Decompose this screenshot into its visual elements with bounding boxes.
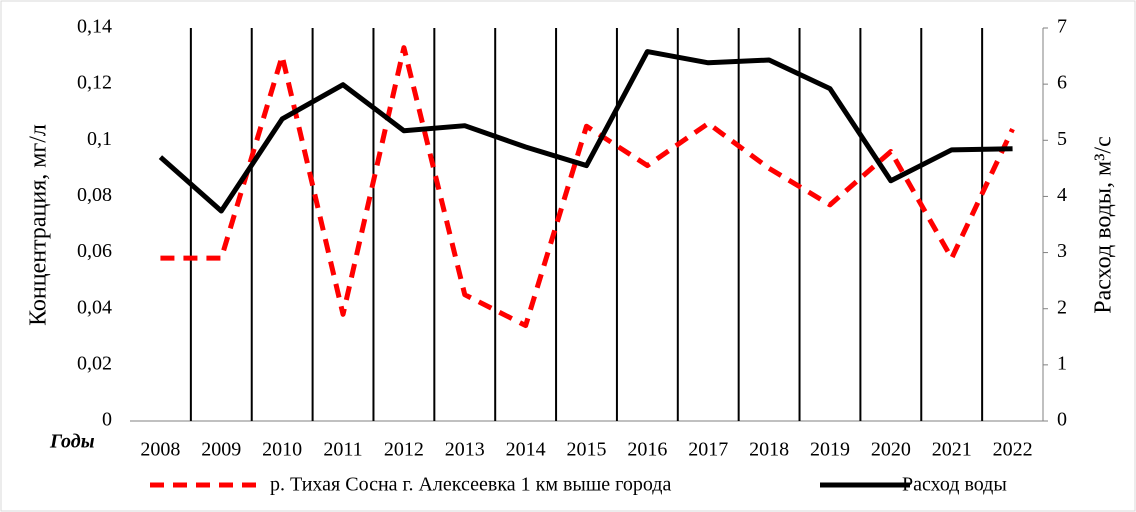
x-axis-label: Годы: [49, 431, 95, 453]
y-axis-label: Концентрация, мг/л: [26, 124, 52, 326]
x-tick-label: 2021: [932, 439, 972, 461]
x-tick-label: 2019: [810, 439, 850, 461]
x-tick-label: 2012: [384, 439, 424, 461]
x-tick-label: 2016: [627, 439, 667, 461]
y-tick-label: 0,06: [77, 240, 112, 262]
x-tick-label: 2010: [262, 439, 302, 461]
x-tick-label: 2011: [323, 439, 362, 461]
y2-tick-label: 3: [1057, 240, 1067, 262]
x-tick-label: 2008: [140, 439, 180, 461]
y2-tick-label: 7: [1057, 16, 1067, 38]
x-tick-label: 2020: [871, 439, 911, 461]
y2-tick-label: 6: [1057, 72, 1067, 94]
legend-label: р. Тихая Сосна г. Алексеевка 1 км выше г…: [270, 474, 671, 496]
y2-tick-label: 0: [1057, 409, 1067, 431]
y2-tick-label: 5: [1057, 128, 1067, 150]
y-tick-label: 0,02: [77, 352, 112, 374]
y-tick-label: 0,14: [77, 16, 112, 38]
x-tick-label: 2015: [567, 439, 607, 461]
x-tick-label: 2018: [749, 439, 789, 461]
y2-tick-label: 1: [1057, 352, 1067, 374]
series-line: [160, 45, 1015, 329]
y-tick-label: 0,04: [77, 296, 112, 318]
y2-tick-label: 4: [1057, 184, 1067, 206]
y-tick-label: 0,12: [77, 72, 112, 94]
x-tick-label: 2017: [688, 439, 728, 461]
y2-axis-label: Расход воды, м³/с: [1091, 136, 1117, 313]
x-tick-label: 2009: [201, 439, 241, 461]
y-tick-label: 0,1: [87, 128, 112, 150]
x-tick-label: 2022: [993, 439, 1033, 461]
x-tick-label: 2013: [445, 439, 485, 461]
series-line: [158, 49, 1013, 214]
legend-label: Расход воды: [902, 474, 1007, 496]
y2-tick-label: 2: [1057, 296, 1067, 318]
y-tick-label: 0: [102, 409, 112, 431]
y-tick-label: 0,08: [77, 184, 112, 206]
x-tick-label: 2014: [506, 439, 546, 461]
